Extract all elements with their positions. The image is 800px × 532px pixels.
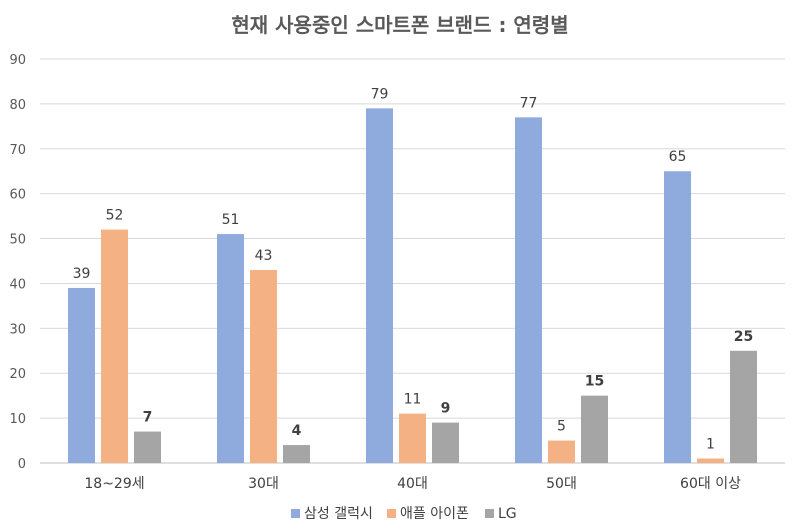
x-category-label: 40대 — [397, 476, 428, 492]
y-tick-label: 10 — [9, 412, 26, 427]
data-label-apple: 11 — [404, 392, 422, 408]
y-tick-label: 0 — [18, 457, 26, 472]
bar-apple — [399, 413, 426, 463]
y-tick-label: 80 — [9, 98, 26, 113]
data-label-lg: 15 — [585, 374, 604, 390]
data-label-apple: 1 — [706, 437, 715, 453]
bar-samsung — [68, 287, 95, 463]
data-label-lg: 4 — [292, 423, 302, 439]
legend-label-samsung: 삼성 갤럭시 — [304, 506, 373, 522]
data-label-lg: 9 — [441, 401, 451, 417]
y-tick-label: 30 — [9, 322, 26, 337]
y-tick-label: 60 — [9, 188, 26, 203]
data-label-samsung: 51 — [222, 212, 240, 228]
bar-lg — [432, 422, 459, 463]
data-label-lg: 7 — [143, 410, 153, 426]
data-label-samsung: 77 — [520, 95, 538, 111]
legend-label-lg: LG — [498, 506, 517, 522]
bar-samsung — [664, 171, 691, 463]
data-label-apple: 5 — [557, 419, 566, 435]
data-label-samsung: 39 — [73, 266, 91, 282]
legend: 삼성 갤럭시 애플 아이폰 LG — [291, 506, 517, 522]
legend-swatch-apple — [387, 509, 396, 518]
y-tick-label: 20 — [9, 367, 26, 382]
y-tick-label: 50 — [9, 233, 26, 248]
data-label-apple: 52 — [106, 208, 124, 224]
bar-apple — [250, 269, 277, 463]
bar-samsung — [515, 117, 542, 463]
legend-swatch-lg — [485, 509, 494, 518]
data-label-samsung: 65 — [669, 149, 687, 165]
bar-apple — [101, 229, 128, 463]
bar-lg — [581, 395, 608, 463]
bar-lg — [730, 350, 757, 463]
bar-samsung — [366, 108, 393, 463]
legend-label-apple: 애플 아이폰 — [400, 506, 469, 522]
bars: 39 52 7 51 43 4 79 11 9 77 5 15 65 1 25 — [68, 86, 757, 463]
chart-title: 현재 사용중인 스마트폰 브랜드 : 연령별 — [231, 13, 568, 37]
y-axis: 0 10 20 30 40 50 60 70 80 90 — [9, 53, 26, 472]
y-tick-label: 70 — [9, 143, 26, 158]
gridlines — [40, 58, 785, 464]
data-label-lg: 25 — [734, 329, 753, 345]
x-category-label: 60대 이상 — [680, 476, 741, 492]
bar-apple — [697, 458, 724, 463]
legend-swatch-samsung — [291, 509, 300, 518]
x-category-label: 50대 — [546, 476, 577, 492]
data-label-apple: 43 — [255, 248, 273, 264]
bar-lg — [283, 445, 310, 463]
x-category-label: 18~29세 — [84, 476, 144, 492]
bar-lg — [134, 431, 161, 463]
bar-samsung — [217, 234, 244, 463]
data-label-samsung: 79 — [371, 86, 389, 102]
y-tick-label: 40 — [9, 277, 26, 292]
x-axis: 18~29세 30대 40대 50대 60대 이상 — [84, 476, 741, 492]
y-tick-label: 90 — [9, 53, 26, 68]
bar-apple — [548, 440, 575, 463]
x-category-label: 30대 — [248, 476, 279, 492]
